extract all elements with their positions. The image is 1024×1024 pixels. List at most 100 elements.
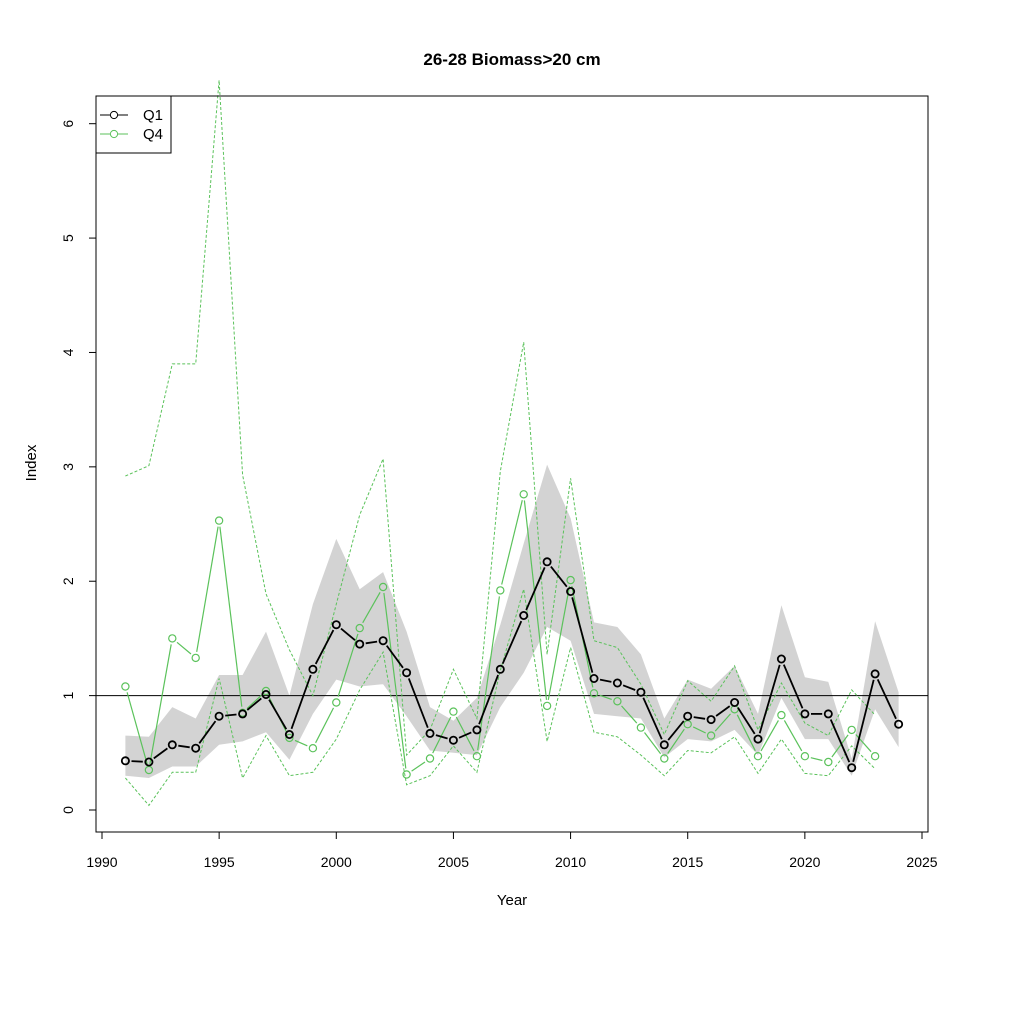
y-axis-label: Index <box>23 444 40 481</box>
x-tick-label: 2010 <box>555 854 586 870</box>
data-point <box>589 689 599 698</box>
data-point <box>542 701 552 711</box>
data-point <box>472 725 482 735</box>
series-segment <box>340 627 356 641</box>
y-tick-label: 5 <box>60 234 76 242</box>
series-segment <box>758 664 781 734</box>
data-point <box>378 636 388 646</box>
q1-ci-polygon <box>125 464 899 778</box>
series-segment <box>622 684 636 691</box>
series-segment <box>477 596 500 751</box>
series-segment <box>876 679 897 720</box>
data-point <box>777 710 786 720</box>
series-segment <box>178 744 190 749</box>
data-point <box>566 587 576 597</box>
series-segment <box>571 597 594 673</box>
data-point <box>285 733 294 743</box>
data-point <box>332 698 341 707</box>
legend: Q1 Q4 <box>95 95 172 154</box>
series-segment <box>783 720 803 752</box>
x-tick-label: 1995 <box>204 854 235 870</box>
series-segment <box>831 734 849 758</box>
series-segment <box>501 620 523 665</box>
series-q4 <box>121 490 880 779</box>
series-segment <box>855 734 872 753</box>
series-segment <box>737 707 756 735</box>
series-segment <box>478 674 499 725</box>
data-point <box>824 757 833 767</box>
series-segment <box>642 697 663 740</box>
data-point <box>448 735 458 745</box>
data-point <box>659 740 669 750</box>
series-segment <box>852 679 875 763</box>
data-point <box>191 653 200 663</box>
series-segment <box>149 644 172 765</box>
data-point <box>613 697 622 706</box>
data-point <box>823 709 833 719</box>
x-tick-label: 2025 <box>906 854 937 870</box>
data-point <box>238 709 248 719</box>
series-segment <box>692 726 706 734</box>
legend-q4-label: Q4 <box>143 126 163 143</box>
y-tick-label: 0 <box>60 806 76 814</box>
data-point <box>331 620 341 630</box>
series-segment <box>829 719 851 763</box>
x-axis: 1990 1995 2000 2005 2010 2015 2020 2025 <box>86 831 938 870</box>
data-point <box>542 557 552 567</box>
data-point <box>660 754 669 763</box>
series-segment <box>432 716 452 754</box>
series-segment <box>268 699 288 730</box>
data-point <box>589 674 599 684</box>
data-point <box>261 690 271 700</box>
x-tick-label: 2020 <box>789 854 820 870</box>
y-tick-label: 1 <box>60 691 76 699</box>
q4-lower-bound <box>125 589 876 807</box>
x-tick-label: 2015 <box>672 854 703 870</box>
data-point <box>776 654 786 664</box>
series-segment <box>337 633 359 697</box>
y-tick-label: 2 <box>60 577 76 585</box>
data-point <box>683 711 693 721</box>
data-point <box>636 723 646 732</box>
series-segment <box>523 500 548 700</box>
series-segment <box>385 645 404 669</box>
legend-q4-marker <box>109 129 119 139</box>
y-tick-label: 4 <box>60 348 76 356</box>
data-point <box>706 715 716 725</box>
q1-confidence-band <box>125 464 899 778</box>
series-segment <box>714 713 731 732</box>
series-segment <box>458 731 472 739</box>
data-point <box>308 744 318 753</box>
legend-q1-label: Q1 <box>143 107 163 124</box>
data-point <box>121 682 130 691</box>
series-segment <box>246 697 262 711</box>
data-point <box>355 639 365 649</box>
series-segment <box>314 629 335 665</box>
series-segment <box>153 747 168 760</box>
series-segment <box>411 761 426 772</box>
legend-q1-marker <box>109 110 119 120</box>
data-point <box>612 678 622 688</box>
data-point <box>495 664 505 674</box>
data-point <box>425 728 435 738</box>
series-segment <box>501 500 523 585</box>
series-segment <box>550 566 568 588</box>
data-point <box>120 756 130 766</box>
series-segment <box>225 713 237 717</box>
data-point <box>167 740 177 750</box>
data-point <box>496 586 505 595</box>
data-point <box>730 698 740 708</box>
series-segment <box>715 705 731 717</box>
series-segment <box>126 692 148 765</box>
data-point <box>308 664 318 674</box>
data-point <box>566 575 575 585</box>
data-point <box>425 754 435 763</box>
data-point <box>355 623 364 633</box>
x-tick-label: 2005 <box>438 854 469 870</box>
series-segment <box>667 728 685 754</box>
data-point <box>378 582 388 592</box>
y-tick-label: 6 <box>60 120 76 128</box>
series-segment <box>198 720 217 744</box>
data-point <box>284 730 294 740</box>
